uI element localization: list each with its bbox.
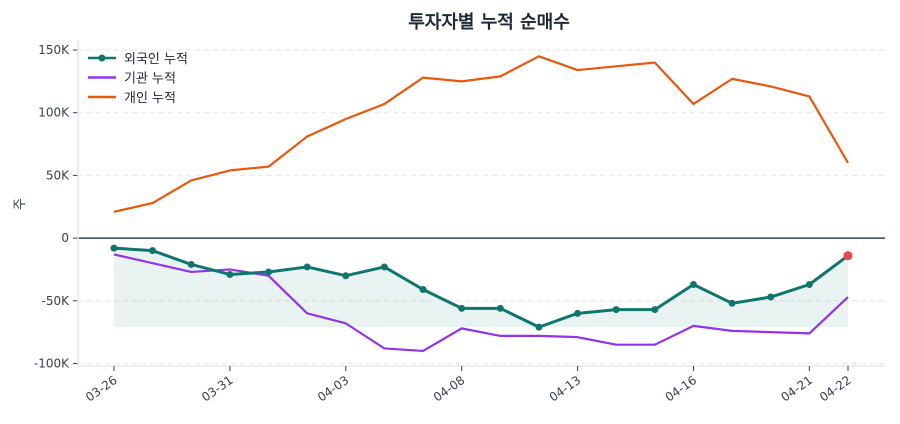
data-point xyxy=(226,270,234,278)
data-point xyxy=(303,263,311,271)
data-point xyxy=(458,304,466,312)
x-tick-label: 03-26 xyxy=(83,373,120,404)
data-point xyxy=(342,272,350,280)
x-tick-label: 04-13 xyxy=(547,373,584,404)
last-point-marker xyxy=(843,251,853,261)
series-line-0 xyxy=(113,246,849,329)
legend-marker xyxy=(98,54,106,62)
data-point xyxy=(651,306,659,314)
data-point xyxy=(612,306,620,314)
x-tick-label: 04-21 xyxy=(778,373,815,404)
y-tick-label: 150K xyxy=(38,43,70,57)
data-point xyxy=(574,309,582,317)
x-tick-label: 04-03 xyxy=(315,373,352,404)
series-line-2 xyxy=(113,55,849,213)
legend-label: 기관 누적 xyxy=(124,72,176,87)
data-point xyxy=(805,281,813,288)
x-tick-label: 03-31 xyxy=(199,373,236,404)
y-tick-label: 100K xyxy=(38,106,70,120)
legend-label: 외국인 누적 xyxy=(124,52,188,67)
data-point xyxy=(187,260,195,268)
y-tick-label: 50K xyxy=(46,168,70,182)
y-tick-label: -100K xyxy=(34,356,70,370)
y-tick-label: 0 xyxy=(61,231,69,245)
data-point xyxy=(419,286,427,294)
data-point xyxy=(689,281,697,288)
data-point xyxy=(110,244,118,252)
data-point xyxy=(535,323,543,331)
data-point xyxy=(767,293,775,301)
y-axis-label: 주 xyxy=(13,198,28,210)
y-tick-label: -50K xyxy=(42,294,71,308)
x-tick-label: 04-08 xyxy=(431,373,468,404)
data-point xyxy=(728,299,736,307)
chart-title: 투자자별 누적 순매수 xyxy=(408,12,570,33)
data-point xyxy=(265,268,273,276)
data-point xyxy=(496,304,504,312)
legend-label: 개인 누적 xyxy=(124,91,176,106)
x-tick-label: 04-16 xyxy=(663,373,700,404)
data-point xyxy=(149,247,157,255)
x-tick-label: 04-22 xyxy=(817,373,854,404)
series-line-1 xyxy=(113,253,849,353)
shaded-area xyxy=(114,248,848,328)
data-point xyxy=(380,263,388,271)
